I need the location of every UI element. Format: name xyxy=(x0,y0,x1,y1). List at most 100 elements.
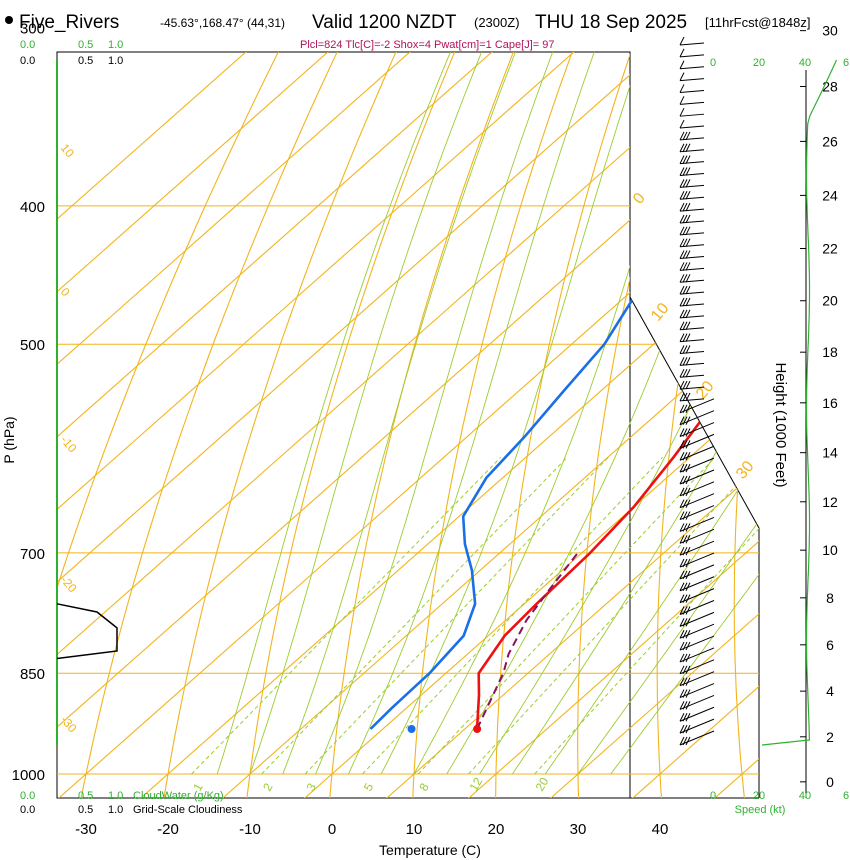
wind-barb-shaft xyxy=(679,374,705,378)
wind-barb-shaft xyxy=(679,445,715,461)
wind-barb-flag xyxy=(682,546,688,556)
height-tick-label: 4 xyxy=(826,683,834,699)
wind-barb-shaft xyxy=(679,611,715,627)
wind-barb-flag xyxy=(679,582,685,591)
wind-barb-flag xyxy=(682,641,688,651)
wind-barb-shaft xyxy=(679,339,705,343)
wind-barb-flag xyxy=(685,665,691,675)
wind-barb-flag xyxy=(679,119,685,129)
wind-barb-flag xyxy=(682,167,688,176)
wind-barb-flag xyxy=(685,606,691,615)
wind-barb-flag xyxy=(682,475,688,485)
wind-barb-flag xyxy=(685,475,691,485)
wind-barb-flag xyxy=(679,535,685,544)
wind-barb-flag xyxy=(685,594,691,603)
wind-barb-flag xyxy=(685,214,691,224)
wind-barb-flag xyxy=(682,653,688,663)
wind-barb-flag xyxy=(682,191,688,200)
wind-barb-flag xyxy=(679,724,685,734)
pressure-tick-label: 500 xyxy=(20,337,45,354)
wind-barb-shaft xyxy=(679,232,705,236)
temperature-tick-label: 20 xyxy=(488,821,505,838)
wind-barb-flag xyxy=(685,582,691,591)
moist-adiabat-line xyxy=(380,52,701,775)
wind-barb-flag xyxy=(682,345,688,354)
wind-barb-shaft xyxy=(679,433,715,449)
axes: 2503004005007008501000-30-20-10010203040… xyxy=(12,21,838,838)
wind-barb-shaft xyxy=(679,469,715,485)
wind-barb-shaft xyxy=(679,706,715,722)
wind-barb-shaft xyxy=(679,327,705,331)
wind-barb-flag xyxy=(679,357,685,366)
wind-barb-flag xyxy=(679,60,685,69)
wind-barb-flag xyxy=(685,250,691,259)
mixing-ratio-label: 2 xyxy=(260,780,276,793)
wind-barb-shaft xyxy=(679,101,705,105)
temperature-tick-label: -10 xyxy=(239,821,261,838)
surface-temperature-marker xyxy=(473,725,482,734)
wind-barb-shaft xyxy=(679,113,705,117)
mixing-ratio-label: 20 xyxy=(533,775,552,794)
pressure-tick-label: 700 xyxy=(20,546,45,563)
height-tick-label: 18 xyxy=(822,344,838,360)
moist-adiabat-line xyxy=(216,52,524,775)
wind-barb-shaft xyxy=(679,137,705,141)
wind-barb-shaft xyxy=(679,600,715,615)
pressure-tick-label: 850 xyxy=(20,666,45,683)
wind-barb-flag xyxy=(685,724,691,734)
wind-barb-shaft xyxy=(679,42,705,46)
cloudwater-label: CloudWater (g/Kg) xyxy=(133,790,224,802)
wind-barb-flag xyxy=(679,463,685,473)
dry-adiabat-line xyxy=(411,52,637,798)
wind-barb-flag xyxy=(679,96,685,105)
wind-barb-flag xyxy=(679,179,685,188)
isotherm-line xyxy=(57,52,759,798)
pressure-tick-label: 400 xyxy=(20,199,45,216)
wind-barb-flag xyxy=(682,262,688,271)
wind-barb-flag xyxy=(682,309,688,319)
wind-barb-flag xyxy=(685,179,691,188)
wind-barb-shaft xyxy=(679,220,705,224)
wind-barb-flag xyxy=(685,404,691,414)
moist-adiabat-line xyxy=(512,52,759,775)
wind-barb-flag xyxy=(682,511,688,520)
wind-barb-flag xyxy=(685,321,691,330)
wind-barb-flag xyxy=(685,167,691,176)
wind-barb-shaft xyxy=(679,588,715,604)
surface-dewpoint-marker xyxy=(407,725,416,734)
wind-barb-shaft xyxy=(679,291,705,295)
wind-barb-shaft xyxy=(679,303,705,307)
wind-barb-flag xyxy=(679,701,685,710)
wind-barb-flag xyxy=(682,202,688,212)
wind-barb-flag xyxy=(685,629,691,639)
wind-barb-shaft xyxy=(679,315,705,319)
moist-adiabat-line xyxy=(577,52,759,775)
wind-barb-flag xyxy=(679,345,685,354)
speed-bottom-tick-20: 20 xyxy=(753,790,765,802)
station-dot-icon xyxy=(5,16,13,24)
wind-barb-flag xyxy=(679,202,685,212)
wind-barb-flag xyxy=(682,357,688,366)
wind-barb-flag xyxy=(685,558,691,568)
background-lines xyxy=(57,52,759,798)
wind-barb-flag xyxy=(679,618,685,627)
height-tick-label: 26 xyxy=(822,133,838,149)
wind-barb-shaft xyxy=(679,505,715,521)
wind-barb-flag xyxy=(685,487,691,497)
wind-barb-flag xyxy=(682,428,688,437)
wind-barb-flag xyxy=(685,570,691,580)
wind-barb-flag xyxy=(682,724,688,734)
isotherm-line xyxy=(379,52,759,798)
wind-barb-shaft xyxy=(679,647,715,663)
speed-bottom-tick-0: 0 xyxy=(710,790,716,802)
temperature-tick-label: -30 xyxy=(75,821,97,838)
temperature-tick-label: 10 xyxy=(406,821,423,838)
wind-barb-flag xyxy=(679,511,685,520)
wind-barb-flag xyxy=(685,274,691,283)
wind-barbs xyxy=(679,36,715,746)
wind-barb-flag xyxy=(685,392,691,402)
wind-barb-shaft xyxy=(679,267,705,271)
wind-barb-flag xyxy=(679,570,685,580)
wind-barb-shaft xyxy=(679,493,715,509)
wind-barb-flag xyxy=(682,713,688,722)
